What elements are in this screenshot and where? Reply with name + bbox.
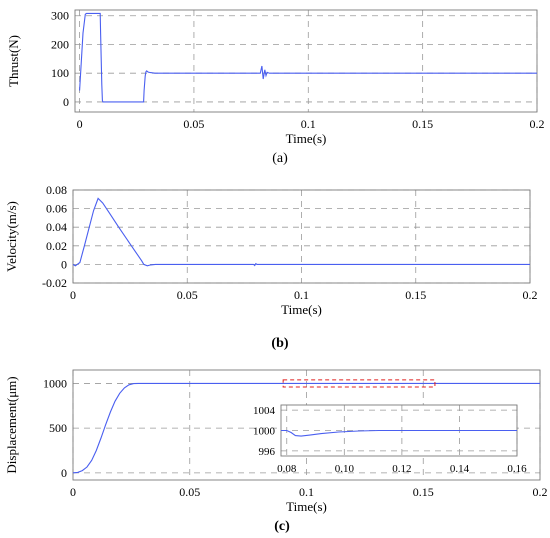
y-axis-label: Thrust(N) xyxy=(6,35,21,87)
plot-frame xyxy=(74,9,538,113)
x-tick-label: 0.1 xyxy=(294,288,309,302)
inset-chart: 996 1000 1004 0.08 0.10 0.12 0.14 0.16 xyxy=(253,404,527,475)
x-tick-label: 0.1 xyxy=(301,117,316,131)
y-tick-label: 500 xyxy=(49,421,67,435)
plot-frame xyxy=(72,189,531,284)
y-axis-label: Displacement(μm) xyxy=(4,376,19,473)
panel-b-caption: (b) xyxy=(271,336,288,351)
x-tick-label: 0.05 xyxy=(179,485,200,499)
x-tick-label: 0 xyxy=(70,288,76,302)
y-tick-label: 0.04 xyxy=(46,220,67,234)
plot-frame xyxy=(72,369,541,481)
y-tick-label: 1000 xyxy=(43,376,67,390)
x-axis-label: Time(s) xyxy=(286,131,327,146)
x-tick-label: 0.14 xyxy=(450,463,470,475)
x-axis-label: Time(s) xyxy=(286,499,327,514)
x-tick-label: 0.15 xyxy=(412,117,433,131)
zoom-region-highlight xyxy=(282,379,436,388)
x-tick-label: 0.2 xyxy=(533,485,548,499)
y-tick-label: 1004 xyxy=(253,405,276,417)
x-tick-label: 0.15 xyxy=(405,288,426,302)
y-tick-label: 0 xyxy=(61,257,67,271)
data-line xyxy=(79,12,537,103)
y-tick-label: 0.02 xyxy=(46,239,67,253)
inset-data-line xyxy=(281,429,517,437)
x-tick-label: 0.15 xyxy=(413,485,434,499)
x-tick-label: 0.08 xyxy=(277,463,297,475)
x-tick-label: 0.05 xyxy=(177,288,198,302)
x-tick-label: 0 xyxy=(77,117,83,131)
x-tick-label: 0.16 xyxy=(507,463,527,475)
panel-a-caption: (a) xyxy=(272,151,288,166)
x-tick-label: 0.2 xyxy=(523,288,538,302)
y-tick-label: 100 xyxy=(51,66,69,80)
data-line xyxy=(72,197,530,267)
x-tick-label: 0.1 xyxy=(299,485,314,499)
y-axis-label: Velocity(m/s) xyxy=(4,201,19,272)
data-line xyxy=(72,382,540,474)
y-tick-label: 0.08 xyxy=(46,183,67,197)
x-tick-label: 0.05 xyxy=(183,117,204,131)
y-tick-label: -0.02 xyxy=(42,276,67,290)
panel-c-caption: (c) xyxy=(274,519,290,534)
panel-a-thrust-chart: 0 100 200 300 0 0.05 0.1 0.15 0.2 Time(s) Thrust(N… xyxy=(6,9,545,146)
x-tick-label: 0.12 xyxy=(392,463,411,475)
y-tick-label: 0 xyxy=(61,466,67,480)
y-tick-label: 1000 xyxy=(253,426,276,438)
x-tick-label: 0.2 xyxy=(530,117,545,131)
x-axis-label: Time(s) xyxy=(281,302,322,317)
y-tick-label: 0 xyxy=(63,95,69,109)
y-tick-label: 300 xyxy=(51,9,69,23)
y-tick-label: 996 xyxy=(259,446,276,458)
panel-c-displacement-chart: 0 500 1000 0 0.05 0.1 0.15 0.2 Time(s) Displaceme… xyxy=(4,369,548,514)
y-tick-label: 0.06 xyxy=(46,202,67,216)
x-tick-label: 0.10 xyxy=(335,463,355,475)
y-tick-label: 200 xyxy=(51,37,69,51)
x-tick-label: 0 xyxy=(70,485,76,499)
